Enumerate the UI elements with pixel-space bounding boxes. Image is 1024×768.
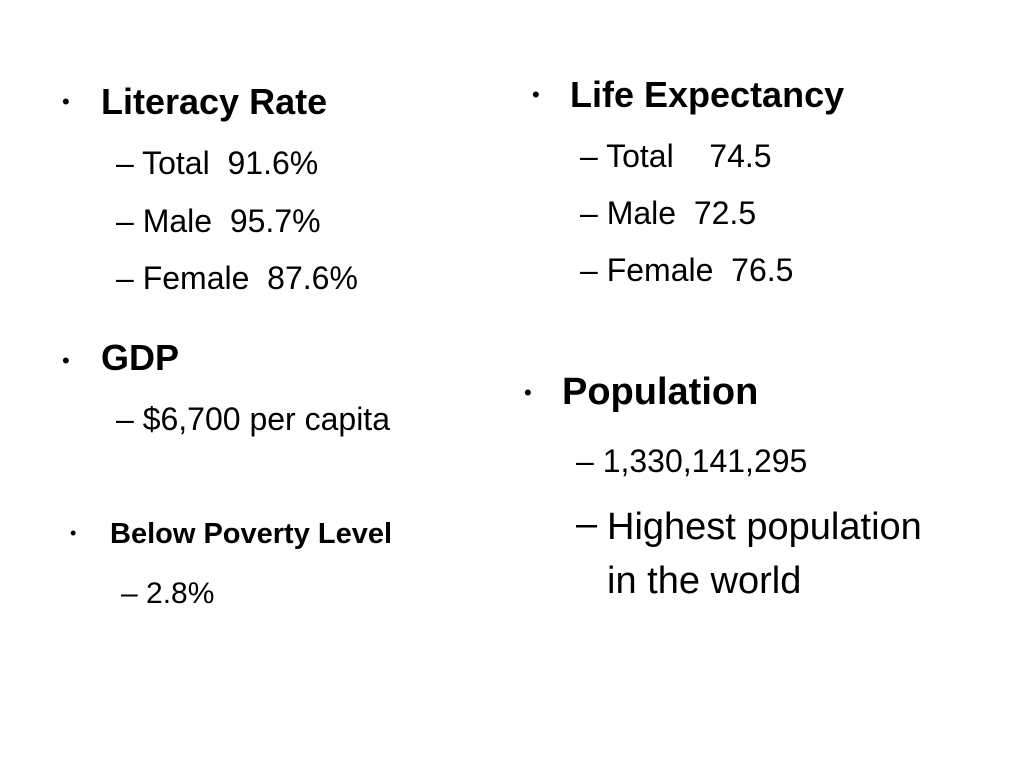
population-heading: Population: [562, 371, 759, 413]
population-item-count: – 1,330,141,295: [576, 443, 807, 480]
population-bullet: •: [524, 380, 532, 405]
life-expectancy-item-total: – Total 74.5: [580, 138, 772, 175]
population-count-text: 1,330,141,295: [602, 443, 808, 479]
gdp-per-capita-text: $6,700 per capita: [142, 401, 390, 437]
gdp-item-per-capita: – $6,700 per capita: [116, 401, 390, 438]
life-expectancy-female-text: Female 76.5: [606, 252, 794, 288]
dash-glyph: –: [116, 260, 134, 296]
literacy-total-text: Total 91.6%: [142, 145, 319, 181]
dash-glyph: –: [580, 252, 598, 288]
dash-glyph: –: [116, 401, 134, 437]
poverty-bullet: •: [70, 523, 77, 543]
dash-glyph: –: [116, 203, 134, 239]
gdp-bullet: •: [62, 348, 70, 373]
life-expectancy-male-text: Male 72.5: [606, 195, 757, 231]
life-expectancy-item-female: – Female 76.5: [580, 252, 793, 289]
literacy-item-total: – Total 91.6%: [116, 145, 318, 182]
life-expectancy-bullet: •: [532, 82, 540, 107]
population-item-highest: Highest population in the world: [607, 506, 922, 602]
literacy-female-text: Female 87.6%: [142, 260, 358, 296]
dash-glyph: –: [121, 577, 138, 610]
dash-glyph: –: [580, 138, 598, 174]
literacy-item-male: – Male 95.7%: [116, 203, 321, 240]
literacy-male-text: Male 95.7%: [142, 203, 321, 239]
dash-glyph: –: [580, 195, 598, 231]
dash-glyph: –: [576, 443, 594, 479]
poverty-heading: Below Poverty Level: [110, 518, 393, 550]
dash-glyph: –: [116, 145, 134, 181]
life-expectancy-item-male: – Male 72.5: [580, 195, 756, 232]
life-expectancy-total-text: Total 74.5: [606, 138, 772, 174]
poverty-value-text: 2.8%: [146, 577, 215, 610]
literacy-bullet: •: [62, 89, 70, 114]
dash-glyph: –: [576, 503, 598, 545]
poverty-item-value: – 2.8%: [121, 577, 214, 611]
gdp-heading: GDP: [101, 337, 180, 378]
literacy-heading: Literacy Rate: [101, 81, 328, 122]
life-expectancy-heading: Life Expectancy: [570, 74, 845, 115]
literacy-item-female: – Female 87.6%: [116, 260, 358, 297]
